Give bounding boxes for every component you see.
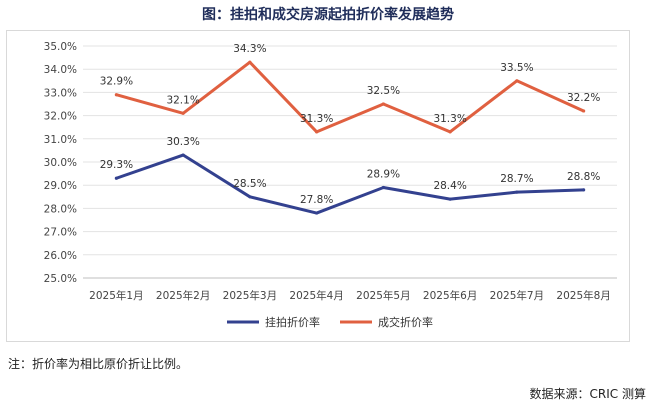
x-tick-label: 2025年7月 <box>490 289 544 302</box>
data-label: 28.4% <box>433 180 466 192</box>
y-tick-label: 28.0% <box>44 203 77 215</box>
y-tick-label: 27.0% <box>44 227 77 239</box>
data-point <box>248 195 252 199</box>
data-label: 27.8% <box>300 194 333 206</box>
data-label: 31.3% <box>300 113 333 125</box>
data-label: 33.5% <box>500 62 533 74</box>
data-point <box>315 130 319 134</box>
x-tick-label: 2025年8月 <box>556 289 610 302</box>
legend-label: 挂拍折价率 <box>265 315 320 329</box>
x-tick-label: 2025年6月 <box>423 289 477 302</box>
y-tick-label: 33.0% <box>44 87 77 99</box>
x-tick-label: 2025年5月 <box>356 289 410 302</box>
data-point <box>114 176 118 180</box>
data-label: 28.9% <box>367 169 400 181</box>
data-label: 31.3% <box>433 113 466 125</box>
y-tick-label: 30.0% <box>44 157 77 169</box>
y-tick-label: 29.0% <box>44 180 77 192</box>
data-label: 32.9% <box>100 76 133 88</box>
data-label: 32.2% <box>567 92 600 104</box>
data-label: 29.3% <box>100 159 133 171</box>
data-label: 34.3% <box>233 43 266 55</box>
line-chart: 25.0% 26.0% 27.0% 28.0% 29.0% 30.0% 31.0% 32.0%… <box>44 41 617 329</box>
x-tick-label: 2025年4月 <box>289 289 343 302</box>
data-point <box>448 130 452 134</box>
data-point <box>181 111 185 115</box>
data-label: 30.3% <box>166 136 199 148</box>
y-tick-label: 35.0% <box>44 41 77 53</box>
data-point <box>248 60 252 64</box>
data-point <box>381 102 385 106</box>
data-label: 28.7% <box>500 173 533 185</box>
footnote: 注：折价率为相比原价折让比例。 <box>8 357 189 371</box>
data-point <box>515 79 519 83</box>
x-tick-label: 2025年3月 <box>223 289 277 302</box>
y-tick-label: 31.0% <box>44 134 77 146</box>
data-label: 32.5% <box>367 85 400 97</box>
data-label: 28.5% <box>233 178 266 190</box>
y-tick-label: 26.0% <box>44 250 77 262</box>
y-tick-label: 25.0% <box>44 273 77 285</box>
data-point <box>381 185 385 190</box>
data-point <box>582 188 586 192</box>
y-tick-label: 34.0% <box>44 64 77 76</box>
x-tick-label: 2025年2月 <box>156 289 210 302</box>
data-point <box>315 211 319 215</box>
series-line-deal <box>115 60 585 134</box>
legend-label: 成交折价率 <box>378 315 433 329</box>
data-label: 32.1% <box>166 94 199 106</box>
data-label: 28.8% <box>567 171 600 183</box>
chart-title: 图：挂拍和成交房源起拍折价率发展趋势 <box>202 7 454 23</box>
data-point <box>114 93 118 97</box>
series-line-listing <box>115 153 584 215</box>
y-tick-label: 32.0% <box>44 111 77 123</box>
data-point <box>448 197 452 201</box>
data-point <box>582 109 586 113</box>
data-point <box>515 190 519 194</box>
chart-area: 25.0% 26.0% 27.0% 28.0% 29.0% 30.0% 31.0% 32.0%… <box>6 30 630 342</box>
data-point <box>181 153 185 157</box>
data-source: 数据来源：CRIC 测算 <box>529 387 646 401</box>
x-tick-label: 2025年1月 <box>89 289 143 302</box>
